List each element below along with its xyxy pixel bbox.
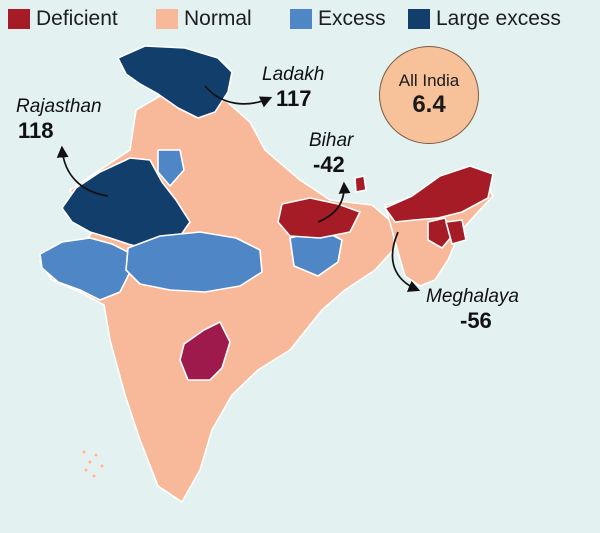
region-jammu-kashmir-ladakh (117, 45, 233, 119)
callout-rajasthan-value: 118 (18, 118, 54, 143)
arrow-bihar (317, 181, 351, 223)
legend-label-normal: Normal (184, 7, 252, 30)
arrow-meghalaya (391, 231, 421, 292)
legend-item-deficient: Deficient (8, 4, 146, 32)
callout-bihar-name: Bihar (309, 130, 354, 151)
legend-item-normal: Normal (156, 4, 284, 32)
legend: Deficient Normal Excess Large excess (0, 4, 600, 34)
region-madhya-pradesh (125, 231, 263, 293)
region-rajasthan (61, 157, 191, 251)
region-gujarat (39, 237, 131, 301)
legend-swatch-large-excess (408, 9, 430, 29)
callout-meghalaya-name: Meghalaya (426, 286, 519, 307)
callout-rajasthan: Rajasthan 118 (16, 96, 102, 143)
arrow-ladakh (204, 85, 273, 108)
region-sikkim (354, 175, 367, 193)
arrow-rajasthan (56, 145, 109, 197)
callout-meghalaya: Meghalaya -56 (426, 286, 519, 333)
legend-label-excess: Excess (318, 7, 386, 30)
legend-swatch-excess (290, 9, 312, 29)
lakshadweep-islands (81, 449, 105, 479)
legend-swatch-deficient (8, 9, 30, 29)
legend-label-deficient: Deficient (36, 7, 118, 30)
callout-ladakh-name: Ladakh (262, 64, 325, 85)
region-telangana (179, 321, 231, 381)
region-arunachal-assam (384, 165, 494, 223)
callout-bihar: Bihar -42 (309, 130, 353, 177)
callout-ladakh: Ladakh 117 (262, 64, 324, 111)
region-meghalaya (427, 217, 453, 249)
callout-rajasthan-name: Rajasthan (16, 96, 102, 117)
legend-item-excess: Excess (290, 4, 400, 32)
region-manipur (445, 219, 467, 245)
all-india-badge: All India 6.4 (379, 46, 479, 144)
region-haryana-strip (157, 149, 185, 187)
region-bihar (277, 197, 361, 239)
legend-item-large-excess: Large excess (408, 4, 594, 32)
legend-swatch-normal (156, 9, 178, 29)
all-india-label: All India (398, 71, 460, 90)
callout-bihar-value: -42 (313, 152, 345, 177)
legend-label-large-excess: Large excess (436, 7, 561, 30)
all-india-value: 6.4 (412, 91, 446, 118)
callout-meghalaya-value: -56 (460, 308, 492, 333)
callout-ladakh-value: 117 (276, 86, 312, 111)
